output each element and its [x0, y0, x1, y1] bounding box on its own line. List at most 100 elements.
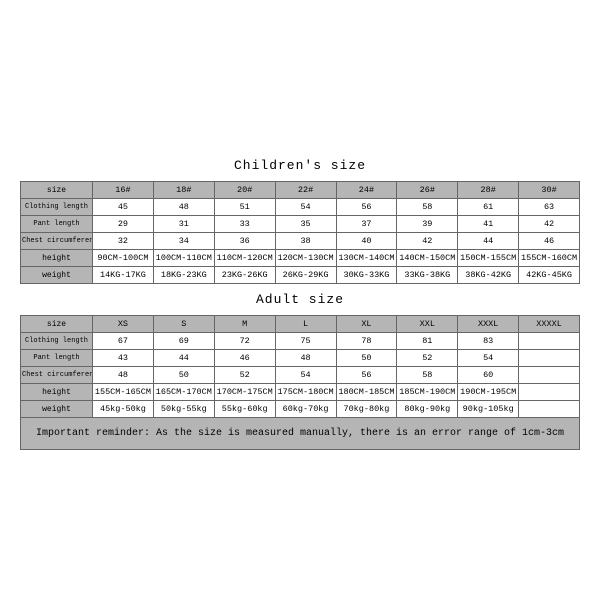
children-size-3: 22#: [275, 182, 336, 199]
size-chart-sheet: Children's size size 16# 18# 20# 22# 24#…: [20, 150, 580, 450]
adult-size-3: L: [275, 316, 336, 333]
cell: 42: [519, 216, 580, 233]
adult-size-0: XS: [93, 316, 154, 333]
cell: 58: [397, 199, 458, 216]
cell: 75: [275, 333, 336, 350]
cell: 23KG-26KG: [214, 267, 275, 284]
cell: 34: [153, 233, 214, 250]
cell: 90kg-105kg: [458, 401, 519, 418]
label-pant-length: Pant length: [21, 216, 93, 233]
cell: 48: [153, 199, 214, 216]
cell: [519, 384, 580, 401]
label-weight: weight: [21, 401, 93, 418]
cell: 36: [214, 233, 275, 250]
cell: 83: [458, 333, 519, 350]
cell: 54: [275, 367, 336, 384]
cell: 72: [214, 333, 275, 350]
cell: 120CM-130CM: [275, 250, 336, 267]
cell: 56: [336, 367, 397, 384]
cell: 175CM-180CM: [275, 384, 336, 401]
cell: 60: [458, 367, 519, 384]
cell: 90CM-100CM: [93, 250, 154, 267]
children-chest-row: Chest circumference 1/2 32 34 36 38 40 4…: [21, 233, 580, 250]
adult-title: Adult size: [20, 284, 580, 315]
cell: 81: [397, 333, 458, 350]
adult-pant-length-row: Pant length 43 44 46 48 50 52 54: [21, 350, 580, 367]
cell: 43: [93, 350, 154, 367]
cell: 180CM-185CM: [336, 384, 397, 401]
label-clothing-length: Clothing length: [21, 199, 93, 216]
cell: 38: [275, 233, 336, 250]
cell: 170CM-175CM: [214, 384, 275, 401]
cell: 190CM-195CM: [458, 384, 519, 401]
cell: 33KG-38KG: [397, 267, 458, 284]
cell: 70kg-80kg: [336, 401, 397, 418]
label-height: height: [21, 250, 93, 267]
cell: 50: [336, 350, 397, 367]
cell: 140CM-150CM: [397, 250, 458, 267]
cell: 165CM-170CM: [153, 384, 214, 401]
adult-weight-row: weight 45kg-50kg 50kg-55kg 55kg-60kg 60k…: [21, 401, 580, 418]
children-size-4: 24#: [336, 182, 397, 199]
cell: 58: [397, 367, 458, 384]
cell: 44: [458, 233, 519, 250]
children-size-table: size 16# 18# 20# 22# 24# 26# 28# 30# Clo…: [20, 181, 580, 284]
children-clothing-length-row: Clothing length 45 48 51 54 56 58 61 63: [21, 199, 580, 216]
children-pant-length-row: Pant length 29 31 33 35 37 39 41 42: [21, 216, 580, 233]
children-size-5: 26#: [397, 182, 458, 199]
children-size-6: 28#: [458, 182, 519, 199]
cell: 29: [93, 216, 154, 233]
children-size-2: 20#: [214, 182, 275, 199]
cell: 18KG-23KG: [153, 267, 214, 284]
cell: 35: [275, 216, 336, 233]
cell: 69: [153, 333, 214, 350]
cell: 52: [397, 350, 458, 367]
cell: 130CM-140CM: [336, 250, 397, 267]
cell: 46: [214, 350, 275, 367]
cell: 61: [458, 199, 519, 216]
children-title: Children's size: [20, 150, 580, 181]
cell: 45: [93, 199, 154, 216]
cell: [519, 333, 580, 350]
cell: 150CM-155CM: [458, 250, 519, 267]
label-pant-length: Pant length: [21, 350, 93, 367]
label-chest: Chest circumference 1/2: [21, 367, 93, 384]
cell: 41: [458, 216, 519, 233]
cell: 48: [275, 350, 336, 367]
children-weight-row: weight 14KG-17KG 18KG-23KG 23KG-26KG 26K…: [21, 267, 580, 284]
adult-size-2: M: [214, 316, 275, 333]
children-height-row: height 90CM-100CM 100CM-110CM 110CM-120C…: [21, 250, 580, 267]
adult-size-6: XXXL: [458, 316, 519, 333]
cell: [519, 401, 580, 418]
cell: 42: [397, 233, 458, 250]
cell: 52: [214, 367, 275, 384]
adult-height-row: height 155CM-165CM 165CM-170CM 170CM-175…: [21, 384, 580, 401]
cell: 50kg-55kg: [153, 401, 214, 418]
cell: 14KG-17KG: [93, 267, 154, 284]
cell: 60kg-70kg: [275, 401, 336, 418]
reminder-note: Important reminder: As the size is measu…: [20, 418, 580, 450]
adult-size-1: S: [153, 316, 214, 333]
cell: 26KG-29KG: [275, 267, 336, 284]
adult-size-7: XXXXL: [519, 316, 580, 333]
cell: 63: [519, 199, 580, 216]
cell: 67: [93, 333, 154, 350]
cell: [519, 367, 580, 384]
cell: 33: [214, 216, 275, 233]
adult-size-table: size XS S M L XL XXL XXXL XXXXL Clothing…: [20, 315, 580, 418]
cell: 37: [336, 216, 397, 233]
label-weight: weight: [21, 267, 93, 284]
cell: 32: [93, 233, 154, 250]
cell: 56: [336, 199, 397, 216]
cell: 39: [397, 216, 458, 233]
cell: 30KG-33KG: [336, 267, 397, 284]
adult-header-row: size XS S M L XL XXL XXXL XXXXL: [21, 316, 580, 333]
cell: 80kg-90kg: [397, 401, 458, 418]
adult-clothing-length-row: Clothing length 67 69 72 75 78 81 83: [21, 333, 580, 350]
label-height: height: [21, 384, 93, 401]
cell: [519, 350, 580, 367]
cell: 40: [336, 233, 397, 250]
cell: 155CM-160CM: [519, 250, 580, 267]
cell: 48: [93, 367, 154, 384]
cell: 38KG-42KG: [458, 267, 519, 284]
